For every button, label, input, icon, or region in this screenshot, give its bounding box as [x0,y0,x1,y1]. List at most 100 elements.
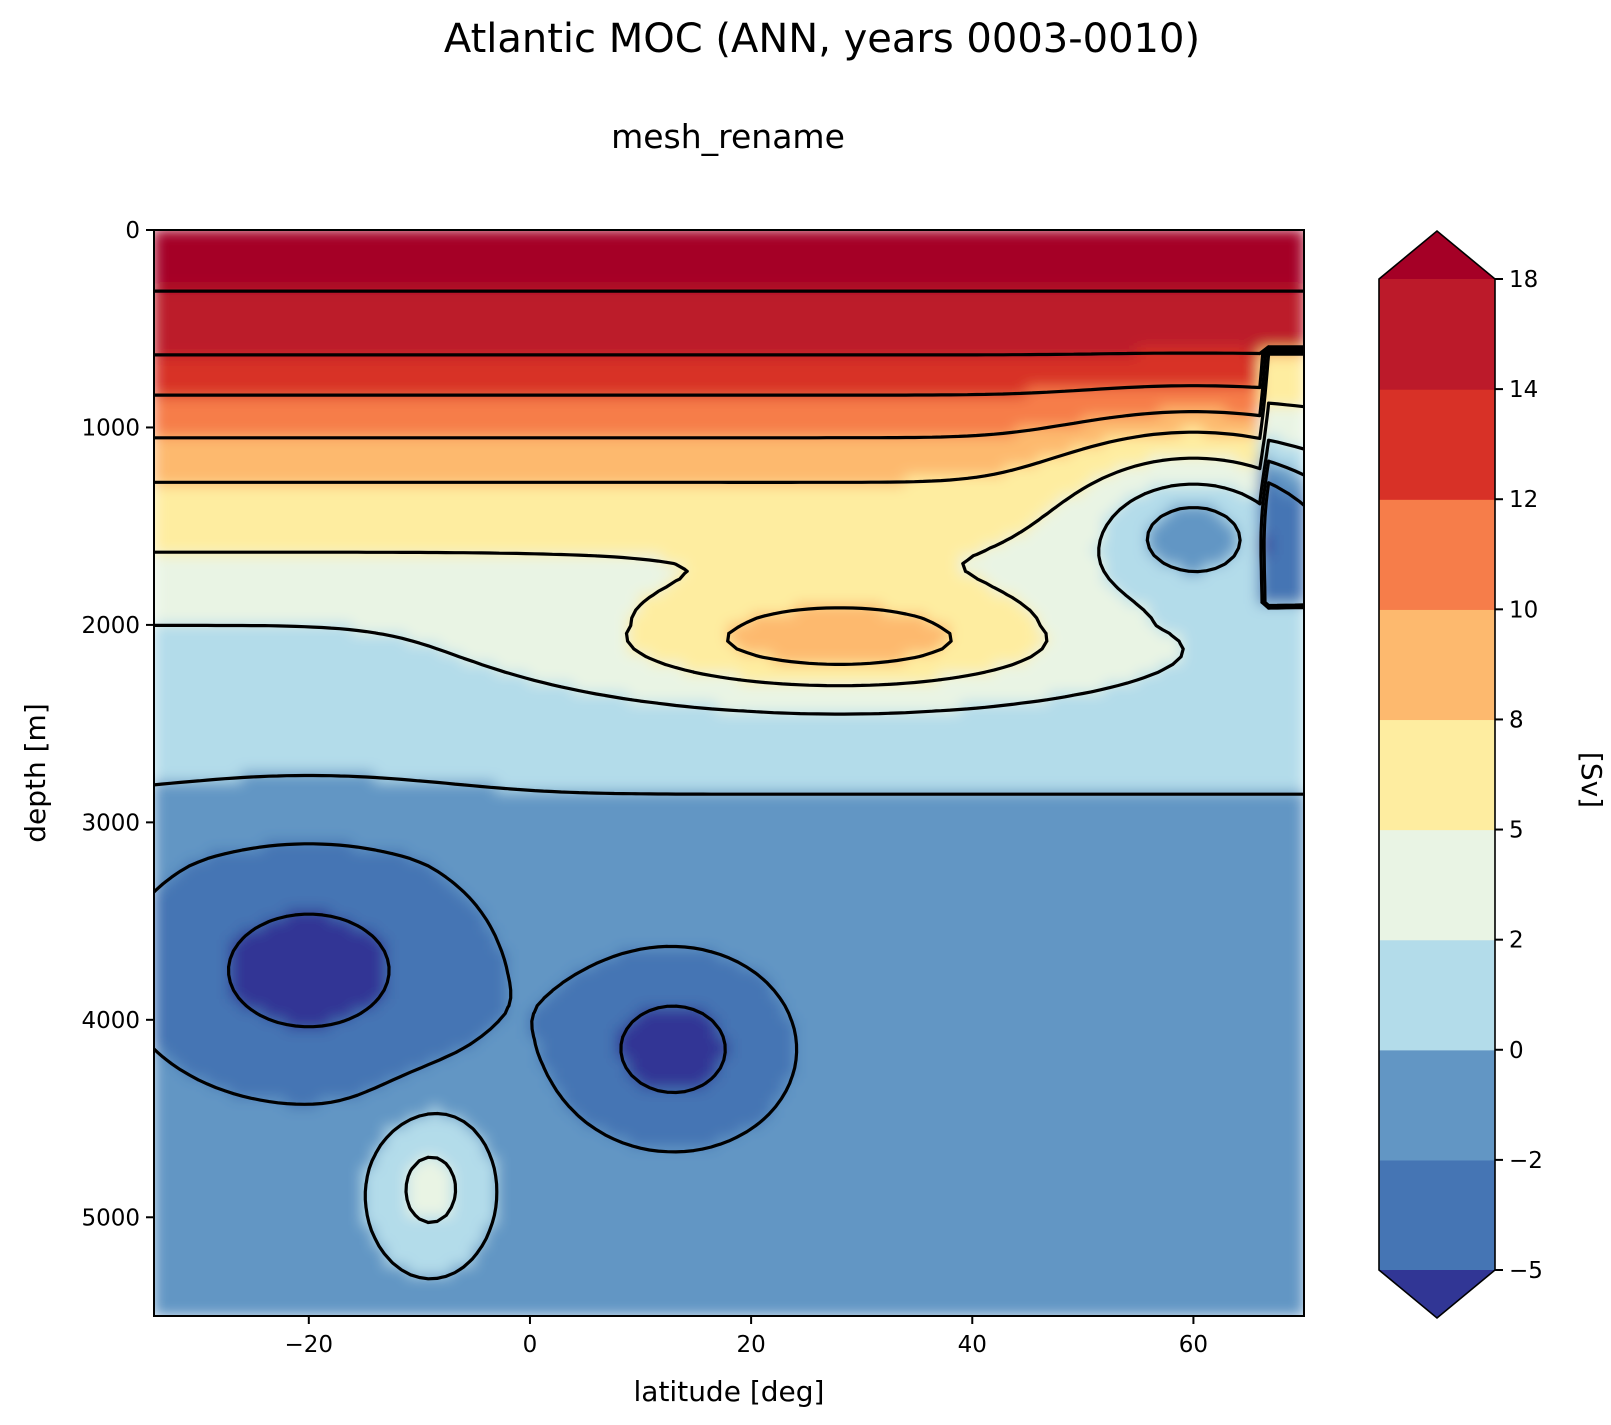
contour-fill-cell [816,436,830,449]
contour-fill-cell [352,288,366,301]
contour-fill-cell [1026,327,1040,340]
contour-fill-cell [871,248,885,261]
contour-fill-cell [340,426,355,439]
contour-fill-cell [871,268,885,281]
contour-fill-cell [1247,317,1261,330]
contour-fill-cell [783,238,797,251]
contour-fill-cell [816,386,830,399]
contour-fill-cell [1004,317,1018,330]
contour-fill-cell [672,337,686,350]
contour-fill-cell [595,357,609,370]
contour-fill-cell [805,337,819,350]
contour-fill-cell [761,298,775,310]
contour-fill-cell [418,367,432,380]
contour-fill-cell [849,436,863,449]
contour-fill-cell [783,377,797,389]
contour-fill-cell [440,238,454,251]
contour-fill-cell [385,298,399,310]
contour-fill-cell [374,396,388,409]
contour-fill-cell [683,357,697,370]
contour-fill-cell [761,357,775,370]
contour-fill-cell [175,406,189,419]
contour-fill-cell [451,406,465,419]
contour-fill-cell [495,278,509,291]
contour-fill-cell [440,278,454,291]
contour-fill-cell [562,268,576,281]
contour-fill-cell [1126,406,1140,419]
contour-fill-cell [1059,446,1073,459]
contour-fill-cell [1181,456,1195,468]
contour-fill-cell [1170,327,1184,340]
contour-fill-cell [1258,248,1272,261]
contour-fill-cell [219,258,233,271]
contour-fill-cell [573,416,587,429]
contour-fill-cell [960,406,974,419]
contour-fill-cell [595,248,609,261]
contour-fill-cell [506,337,520,350]
contour-fill-cell [1269,317,1283,330]
contour-fill-cell [705,278,719,291]
contour-fill-cell [761,436,775,449]
contour-fill-cell [1059,416,1073,429]
contour-fill-cell [694,238,708,251]
contour-fill-cell [1148,307,1162,320]
contour-fill-cell [761,317,775,330]
contour-fill-cell [241,377,255,389]
contour-fill-cell [186,268,200,281]
contour-fill-cell [672,307,686,320]
contour-fill-cell [340,377,355,389]
contour-fill-cell [562,406,576,419]
contour-fill-cell [363,258,377,271]
contour-fill-cell [1159,258,1173,271]
contour-fill-cell [1225,416,1239,429]
contour-fill-cell [1269,278,1283,291]
contour-fill-cell [1015,258,1029,271]
contour-fill-cell [495,258,509,271]
contour-fill-cell [274,307,288,320]
contour-fill-cell [1291,238,1304,251]
contour-fill-cell [1280,416,1294,429]
contour-fill-cell [915,456,930,468]
contour-fill-cell [683,238,697,251]
contour-fill-cell [1203,298,1217,310]
contour-fill-cell [750,446,764,459]
contour-fill-cell [175,327,189,340]
contour-fill-cell [252,268,266,281]
contour-fill-cell [1059,248,1073,261]
contour-fill-cell [1092,436,1106,449]
contour-fill-cell [418,298,432,310]
contour-fill-cell [584,258,598,271]
contour-fill-cell [705,238,719,251]
contour-fill-cell [274,317,288,330]
contour-fill-cell [1192,298,1206,310]
contour-fill-cell [230,436,244,449]
contour-fill-cell [484,230,498,241]
contour-fill-cell [838,367,852,380]
contour-fill-cell [893,386,907,399]
contour-fill-cell [772,268,786,281]
contour-fill-cell [849,307,863,320]
contour-fill-cell [473,456,487,468]
contour-fill-cell [1159,337,1173,350]
contour-fill-cell [451,248,465,261]
contour-fill-cell [716,386,730,399]
contour-fill-cell [960,426,974,439]
contour-fill-cell [197,406,211,419]
contour-fill-cell [407,248,421,261]
contour-fill-cell [1126,416,1140,429]
contour-fill-cell [904,456,918,468]
contour-fill-cell [904,248,918,261]
contour-fill-cell [595,230,609,241]
contour-fill-cell [595,386,609,399]
contour-fill-cell [705,367,719,380]
contour-fill-cell [927,436,941,449]
contour-fill-cell [540,377,554,389]
contour-fill-cell [186,416,200,429]
contour-fill-cell [827,337,841,350]
contour-fill-cell [1181,268,1195,281]
contour-fill-cell [495,377,509,389]
contour-fill-cell [1291,386,1304,399]
contour-fill-cell [816,337,830,350]
contour-fill-cell [1203,416,1217,429]
contour-fill-cell [1225,288,1239,301]
